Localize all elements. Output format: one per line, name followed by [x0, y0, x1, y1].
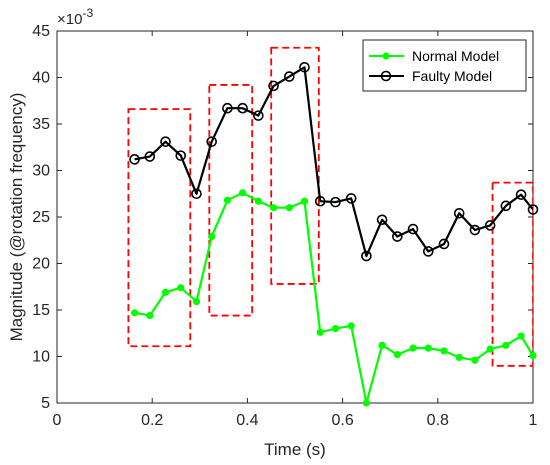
x-axis-label: Time (s) — [264, 440, 326, 459]
data-point-faulty — [237, 102, 248, 114]
legend: Normal Model Faulty Model — [362, 39, 527, 92]
plot-area — [56, 30, 534, 404]
data-point-normal — [502, 341, 510, 349]
x-tick-label: 0.4 — [236, 412, 258, 429]
data-point-faulty — [453, 207, 465, 219]
x-tick-label: 0 — [53, 412, 62, 429]
data-point-normal — [146, 311, 154, 320]
data-point-faulty — [376, 214, 388, 226]
data-point-faulty — [515, 189, 527, 200]
y-tick-label: 15 — [32, 302, 50, 319]
data-point-normal — [471, 356, 479, 364]
data-point-normal — [239, 189, 247, 197]
y-multiplier-base: ×10 — [57, 11, 82, 28]
series-markers — [129, 61, 539, 407]
data-point-faulty — [160, 136, 171, 147]
y-tick-label: 5 — [41, 395, 50, 412]
data-point-faulty — [330, 196, 341, 208]
data-point-normal — [269, 204, 278, 212]
data-point-normal — [409, 344, 417, 352]
data-point-normal — [223, 196, 232, 204]
data-point-normal — [362, 399, 370, 407]
data-point-faulty — [438, 238, 450, 250]
y-tick-label: 25 — [32, 209, 50, 226]
series-line-faulty — [134, 66, 533, 258]
data-point-faulty — [500, 200, 512, 212]
y-tick-label: 20 — [32, 256, 50, 273]
y-tick-label: 10 — [32, 349, 50, 366]
data-point-normal — [529, 351, 537, 360]
highlight-boxes — [127, 46, 533, 367]
data-point-faulty — [392, 231, 403, 242]
legend-box — [362, 39, 527, 92]
data-point-faulty — [361, 250, 372, 262]
y-multiplier: ×10-3 — [57, 6, 93, 28]
data-point-normal — [378, 341, 386, 349]
y-tick-label: 45 — [32, 23, 50, 40]
data-point-faulty — [206, 136, 217, 147]
data-point-faulty — [299, 61, 310, 73]
highlight-box — [491, 181, 533, 367]
data-point-faulty — [268, 80, 279, 92]
data-point-normal — [455, 353, 463, 362]
highlight-box — [208, 84, 254, 317]
legend-normal-label: Normal Model — [412, 48, 499, 64]
data-point-normal — [208, 232, 216, 241]
data-point-normal — [347, 322, 355, 330]
y-tick-label: 40 — [32, 70, 50, 87]
y-tick-label: 35 — [32, 116, 50, 133]
x-tick-label: 0.8 — [427, 412, 449, 429]
data-point-normal — [285, 204, 293, 212]
data-point-faulty — [191, 188, 202, 200]
data-point-normal — [161, 288, 170, 296]
x-tick-label: 1 — [529, 412, 538, 429]
data-point-faulty — [314, 195, 326, 207]
data-point-faulty — [144, 151, 156, 162]
data-point-normal — [424, 344, 432, 352]
data-point-normal — [316, 328, 324, 336]
data-point-faulty — [345, 193, 357, 204]
data-point-faulty — [407, 223, 419, 235]
y-multiplier-exponent: -3 — [82, 6, 93, 20]
data-point-normal — [517, 332, 525, 340]
data-point-normal — [393, 351, 401, 359]
highlight-box — [270, 46, 320, 285]
data-point-faulty — [175, 150, 187, 161]
data-point-normal — [177, 284, 185, 292]
legend-normal-marker — [382, 52, 390, 60]
data-point-faulty — [222, 102, 233, 114]
data-point-faulty — [129, 154, 140, 165]
data-point-normal — [300, 197, 309, 205]
axis-ticks — [56, 30, 534, 404]
x-tick-label: 0.6 — [331, 412, 353, 429]
data-point-faulty — [484, 220, 496, 231]
y-axis-label: Magnitude (@rotation frequency) — [7, 93, 26, 342]
data-point-faulty — [253, 110, 264, 121]
data-point-normal — [486, 345, 494, 353]
legend-faulty-label: Faulty Model — [412, 68, 492, 84]
y-tick-label: 30 — [32, 163, 50, 180]
legend-faulty-marker — [380, 70, 392, 82]
data-point-faulty — [469, 224, 481, 236]
data-point-faulty — [422, 246, 434, 257]
data-point-normal — [331, 325, 340, 333]
data-point-normal — [192, 298, 201, 306]
data-point-faulty — [283, 71, 295, 82]
data-point-normal — [440, 347, 448, 355]
highlight-box — [127, 108, 192, 348]
x-tick-label: 0.2 — [141, 412, 163, 429]
data-point-normal — [130, 309, 139, 317]
data-point-faulty — [527, 204, 539, 215]
data-point-normal — [254, 197, 262, 205]
